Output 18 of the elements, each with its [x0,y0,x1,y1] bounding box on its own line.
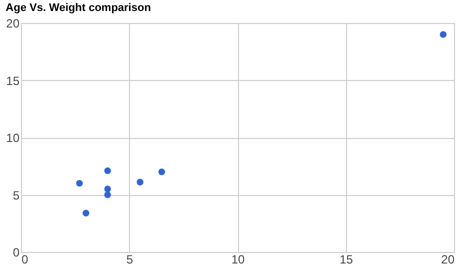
chart-title: Age Vs. Weight comparison [6,2,152,14]
x-tick-label: 10 [231,252,245,266]
point [158,168,166,176]
y-tick-label: 15 [6,74,20,88]
x-tick-label: 0 [22,252,28,266]
x-tick-label: 15 [340,252,354,266]
x-tick-label: 5 [126,252,134,266]
point [76,180,83,187]
y-tick-label: 10 [6,131,20,145]
point [104,167,111,174]
point [440,31,447,38]
y-tick-label: 20 [6,16,20,30]
point [104,186,111,192]
point [82,210,90,216]
point [104,191,111,198]
y-tick-label: 5 [12,188,20,202]
point [136,178,144,186]
x-tick-label: 20 [441,252,455,266]
